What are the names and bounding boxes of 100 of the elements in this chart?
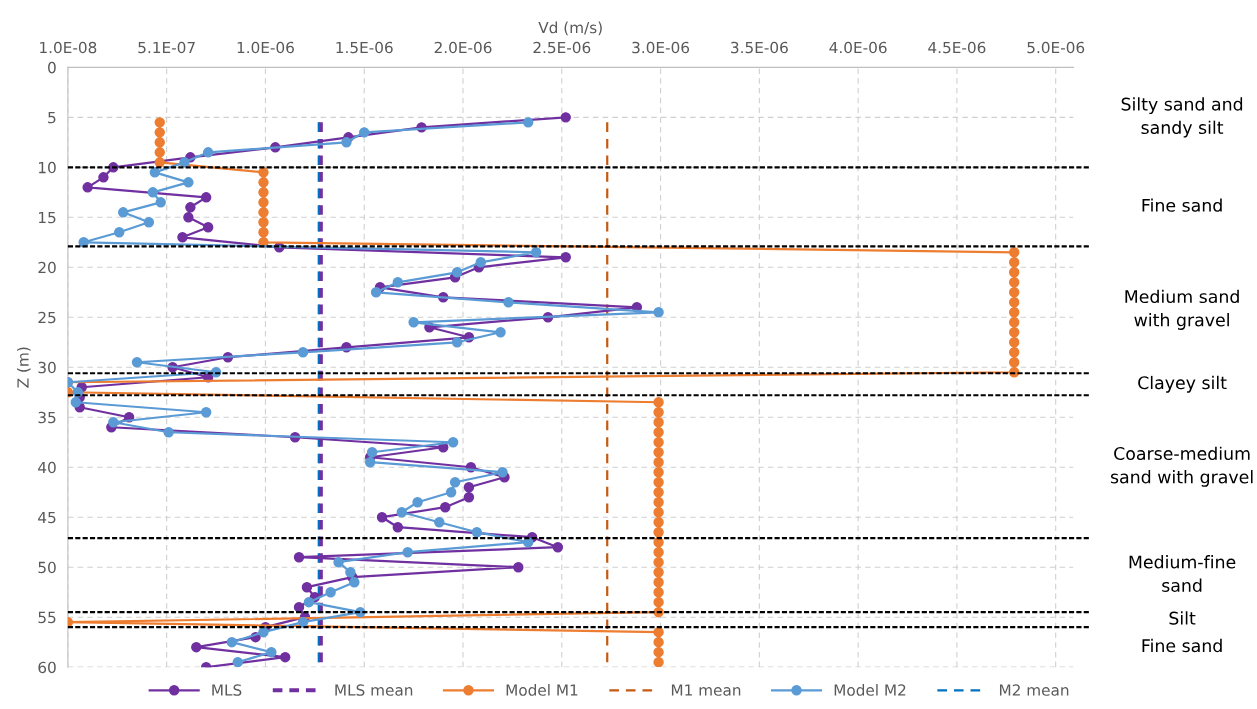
point bbox=[653, 517, 664, 528]
point bbox=[653, 417, 664, 428]
x-tick-label: 1.0E-08 bbox=[40, 41, 97, 54]
text: Medium-fine sand bbox=[1129, 555, 1236, 592]
point bbox=[530, 247, 542, 258]
point bbox=[503, 297, 514, 308]
point bbox=[232, 656, 243, 668]
x-tick-label: 1.0E-06 bbox=[237, 41, 294, 54]
x-tick-label: 5.1E-07 bbox=[138, 41, 195, 54]
x-tick-label: 4.5E-06 bbox=[928, 41, 986, 54]
y-tick-label: 10 bbox=[39, 161, 56, 174]
point bbox=[143, 217, 155, 228]
point bbox=[376, 512, 388, 523]
point bbox=[183, 177, 194, 188]
point bbox=[653, 586, 664, 598]
point bbox=[154, 157, 165, 168]
x-tick-label: 2.5E-06 bbox=[533, 41, 591, 54]
point bbox=[653, 497, 664, 508]
point bbox=[183, 212, 194, 223]
y-tick-label: 20 bbox=[38, 261, 56, 274]
point bbox=[258, 197, 269, 208]
point bbox=[1008, 347, 1020, 358]
point bbox=[653, 556, 664, 568]
point bbox=[226, 636, 238, 648]
point bbox=[560, 112, 571, 123]
point bbox=[495, 327, 506, 338]
legend-label: M1 mean bbox=[671, 684, 741, 696]
point bbox=[412, 497, 423, 508]
point bbox=[177, 232, 188, 243]
point bbox=[392, 522, 404, 533]
x-tick-label: 3.5E-06 bbox=[731, 41, 788, 54]
point bbox=[653, 527, 664, 538]
point bbox=[653, 397, 664, 408]
point bbox=[522, 536, 534, 548]
point bbox=[449, 477, 461, 488]
legend-label: Model M2 bbox=[834, 684, 906, 696]
point bbox=[301, 581, 313, 593]
x-tick-label: 1.5E-06 bbox=[336, 41, 393, 54]
point bbox=[117, 207, 129, 218]
point bbox=[1008, 277, 1020, 288]
point bbox=[451, 337, 463, 348]
point bbox=[475, 257, 486, 268]
point bbox=[364, 457, 376, 468]
point bbox=[653, 487, 664, 498]
point bbox=[440, 502, 451, 513]
point bbox=[653, 307, 664, 318]
point bbox=[279, 651, 291, 663]
point bbox=[653, 427, 664, 438]
y-tick-label: 50 bbox=[38, 561, 56, 574]
point bbox=[653, 576, 664, 588]
point bbox=[1008, 257, 1020, 268]
point bbox=[653, 626, 664, 638]
point bbox=[98, 172, 109, 183]
point bbox=[155, 197, 166, 208]
point bbox=[293, 601, 305, 613]
text: Fine sand bbox=[1142, 198, 1222, 212]
point bbox=[149, 167, 161, 178]
point bbox=[392, 277, 404, 288]
point bbox=[653, 477, 664, 488]
x-tick-label: 4.0E-06 bbox=[829, 41, 887, 54]
point bbox=[447, 437, 459, 448]
text: Fine sand bbox=[1142, 638, 1222, 653]
point bbox=[653, 507, 664, 518]
point bbox=[1008, 267, 1020, 278]
point bbox=[200, 407, 212, 418]
point bbox=[297, 347, 309, 358]
point bbox=[1008, 247, 1020, 258]
y-tick-label: 60 bbox=[38, 661, 56, 674]
point bbox=[258, 227, 269, 238]
point bbox=[258, 626, 269, 638]
point bbox=[108, 417, 119, 428]
x-tick-label: 3.0E-06 bbox=[632, 41, 690, 54]
point bbox=[131, 357, 143, 368]
point bbox=[70, 397, 81, 408]
y-tick-label: 25 bbox=[38, 311, 56, 324]
y-tick-label: 30 bbox=[38, 361, 56, 374]
legend-label: MLS mean bbox=[335, 684, 413, 696]
text: Clayey silt bbox=[1138, 375, 1227, 393]
point bbox=[266, 646, 277, 658]
y-tick-label: 45 bbox=[38, 511, 56, 524]
x-tick-label: 2.0E-06 bbox=[434, 41, 492, 54]
text: Silt bbox=[1169, 611, 1196, 625]
point bbox=[297, 616, 309, 628]
point bbox=[653, 596, 664, 608]
point bbox=[258, 207, 269, 218]
point bbox=[370, 287, 382, 298]
legend-label: M2 mean bbox=[999, 684, 1069, 696]
point bbox=[82, 182, 93, 193]
point bbox=[258, 167, 269, 178]
y-axis-title: Z (m) bbox=[17, 347, 31, 388]
point bbox=[341, 137, 352, 148]
point bbox=[653, 546, 664, 558]
legend-label: MLS bbox=[212, 684, 242, 696]
point bbox=[154, 147, 165, 158]
point bbox=[202, 147, 214, 158]
point bbox=[293, 551, 305, 563]
point bbox=[359, 127, 370, 138]
point bbox=[451, 267, 463, 278]
y-tick-label: 40 bbox=[38, 461, 56, 474]
point bbox=[445, 487, 457, 498]
